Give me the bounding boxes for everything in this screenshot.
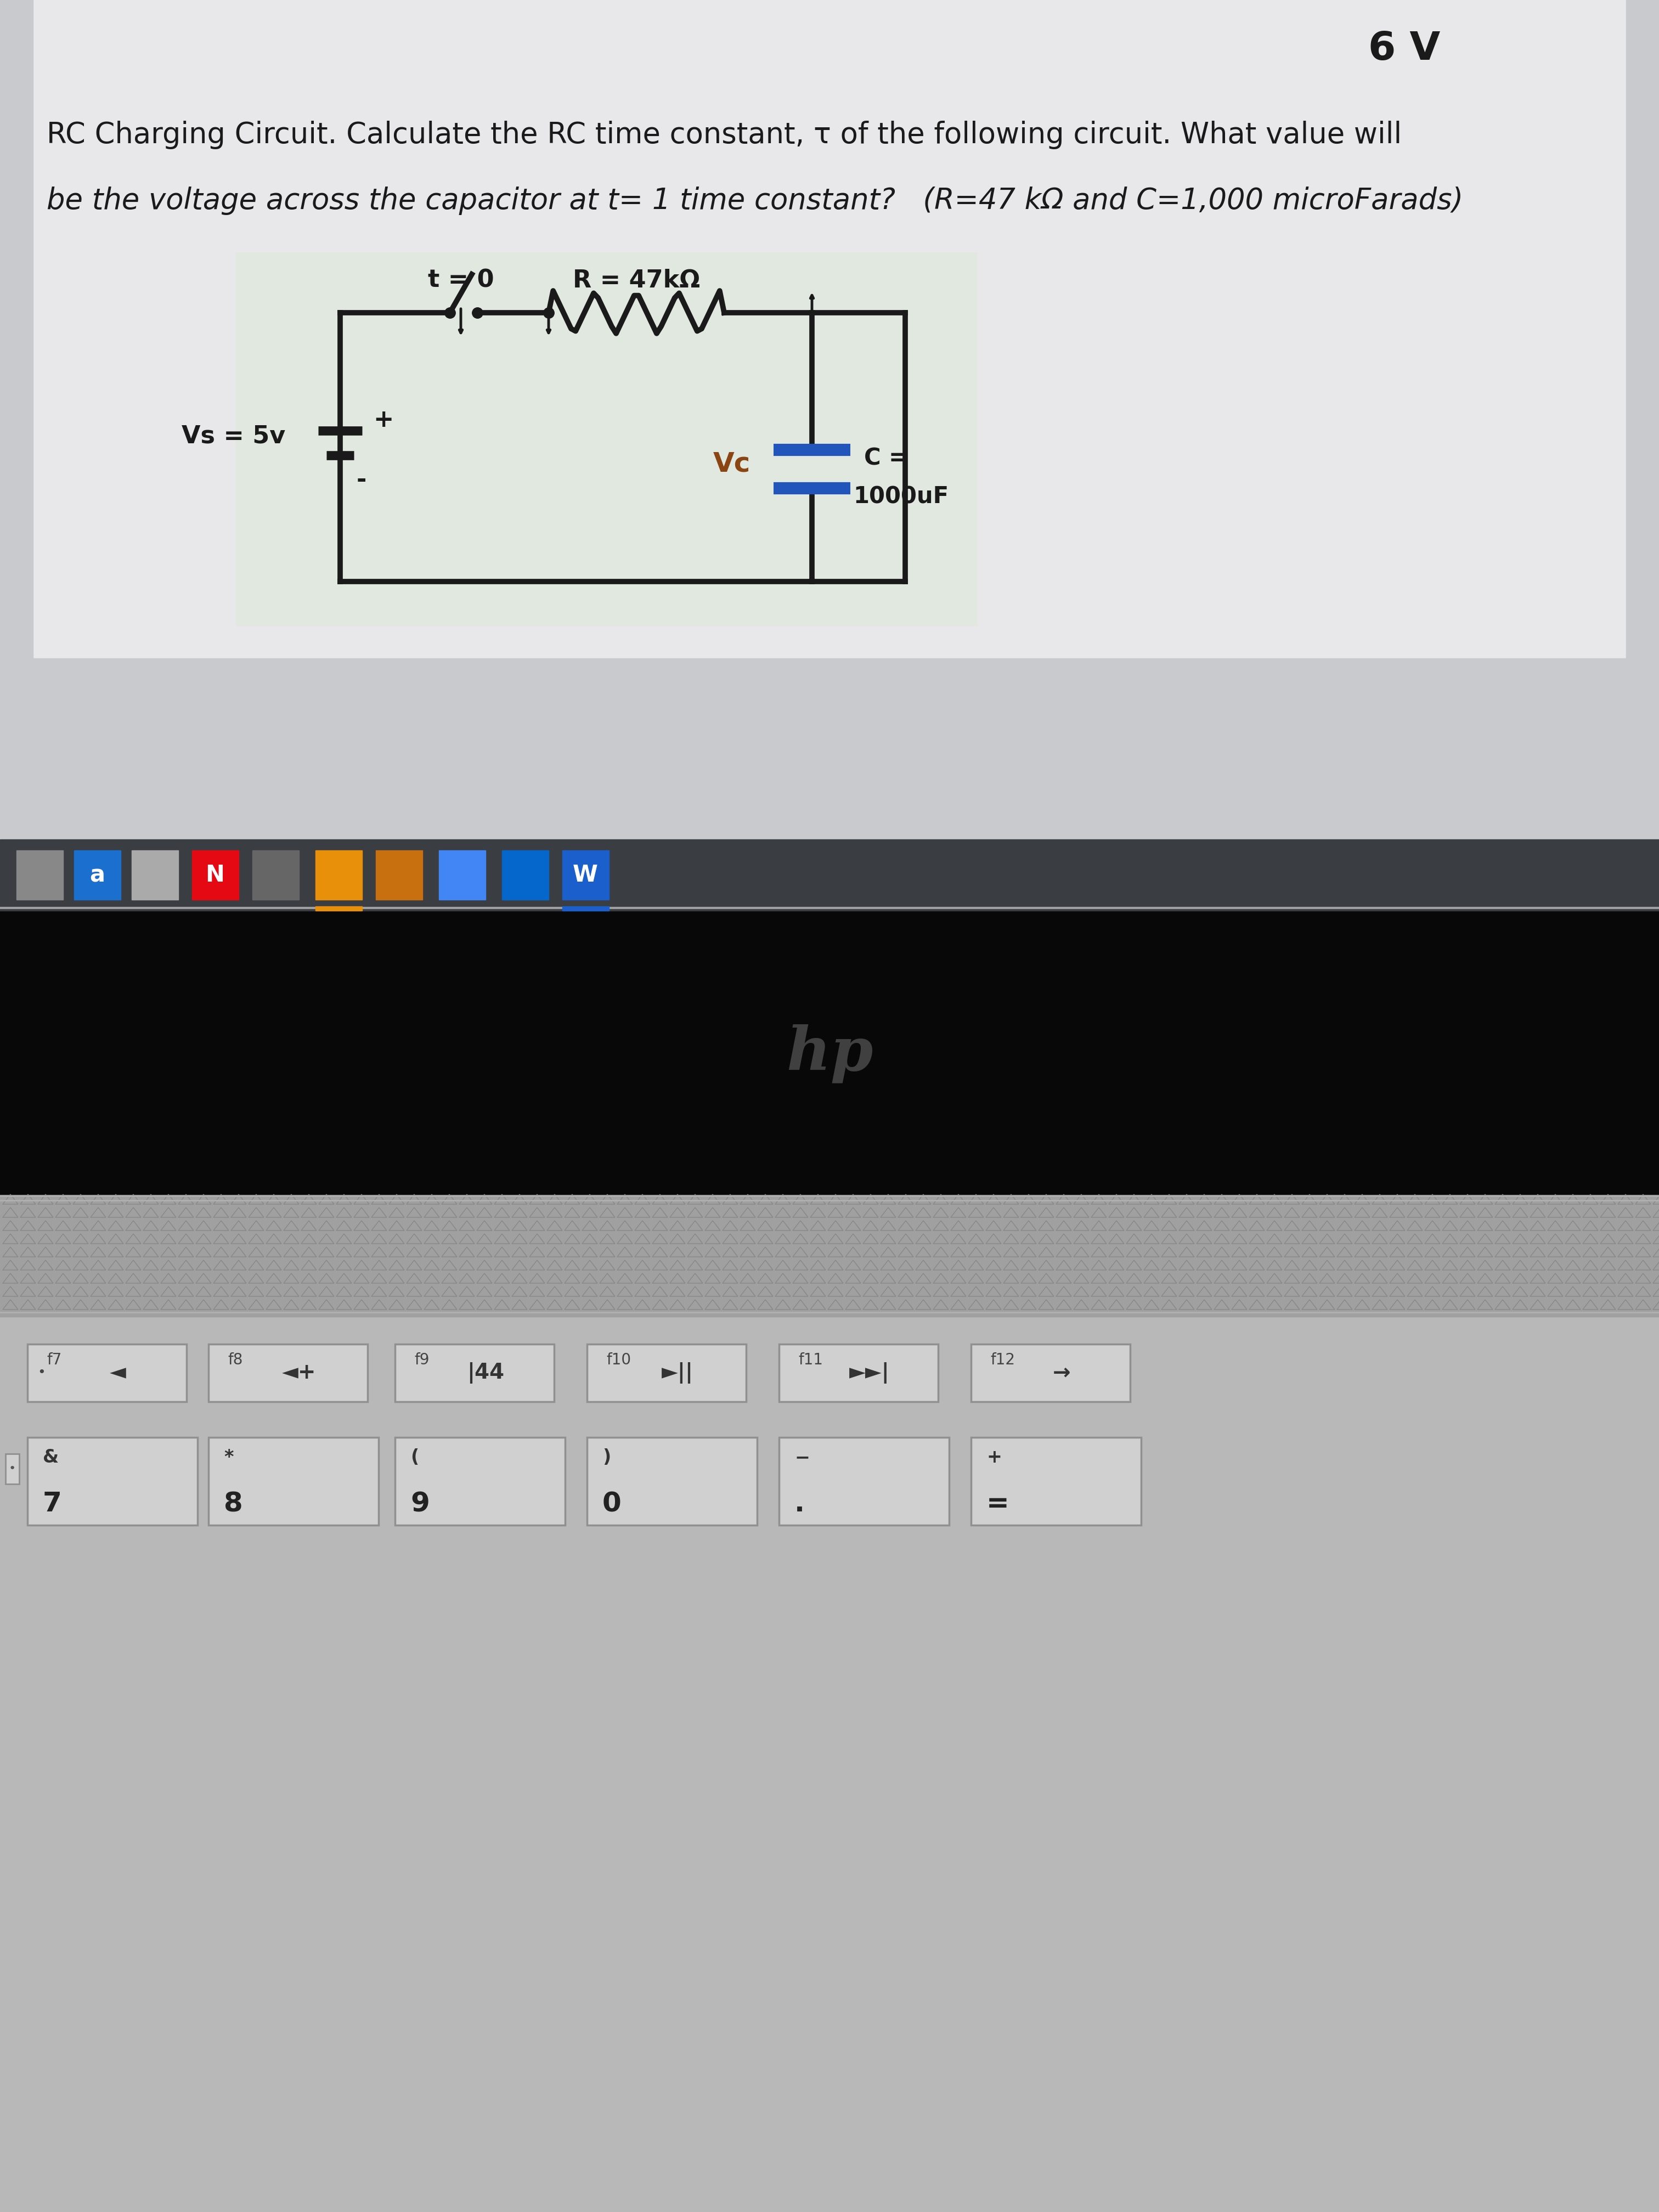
Text: hp: hp [786,1024,873,1084]
Text: ): ) [602,1449,611,1467]
Bar [131,849,178,900]
Text: •: • [8,1462,15,1473]
Text: ►►|: ►►| [849,1363,889,1383]
Bar [28,1438,197,1524]
Bar [209,1438,378,1524]
Bar [562,849,609,900]
Text: 7: 7 [43,1491,61,1517]
Bar [562,907,609,911]
Text: C =: C = [864,447,907,469]
Text: Vs = 5v: Vs = 5v [181,425,285,449]
Text: f10: f10 [606,1352,630,1367]
Bar [315,907,362,911]
Bar [252,849,299,900]
Text: 0: 0 [602,1491,622,1517]
Bar [971,1438,1141,1524]
Bar [0,659,1659,838]
Text: t = 0: t = 0 [428,270,494,292]
Text: RC Charging Circuit. Calculate the RC time constant, τ of the following circuit.: RC Charging Circuit. Calculate the RC ti… [46,122,1402,148]
Text: W: W [572,863,597,887]
Bar [17,849,63,900]
Bar [395,1438,566,1524]
Text: N: N [206,863,224,887]
Bar [1626,0,1659,838]
Bar [0,0,1659,838]
Text: f8: f8 [227,1352,242,1367]
Text: •: • [36,1367,45,1380]
Text: ◄: ◄ [109,1363,126,1383]
Text: R = 47kΩ: R = 47kΩ [572,270,700,292]
Text: →: → [1052,1363,1070,1383]
Text: 9: 9 [410,1491,430,1517]
Text: 8: 8 [224,1491,242,1517]
Bar [5,1453,20,1484]
Bar [780,1438,949,1524]
Text: .: . [795,1491,805,1517]
Text: -: - [357,469,367,491]
Text: f7: f7 [46,1352,61,1367]
Bar [0,911,1659,1197]
Text: *: * [224,1449,234,1467]
Bar [0,0,33,838]
Bar [377,849,423,900]
Bar [503,849,549,900]
Text: f11: f11 [798,1352,823,1367]
Text: f12: f12 [990,1352,1015,1367]
Bar [971,1345,1130,1402]
Text: &: & [43,1449,58,1467]
Text: ◄+: ◄+ [282,1363,317,1383]
Bar [0,1316,1659,2212]
Text: a: a [90,863,105,887]
Bar [236,252,977,626]
Text: be the voltage across the capacitor at t= 1 time constant?   (R=47 kΩ and C=1,00: be the voltage across the capacitor at t… [46,186,1463,215]
Bar [440,849,486,900]
Text: (: ( [410,1449,418,1467]
Bar [28,1345,186,1402]
Text: ►||: ►|| [662,1363,693,1383]
Bar [315,849,362,900]
Text: +: + [373,407,393,431]
Text: |44: |44 [466,1363,504,1383]
Text: Vc: Vc [713,451,752,478]
Text: +: + [987,1449,1002,1467]
Bar [192,849,239,900]
Bar [587,1438,757,1524]
Bar [209,1345,368,1402]
Text: f9: f9 [415,1352,430,1367]
Text: 1000uF: 1000uF [853,484,949,509]
Text: =: = [987,1491,1009,1517]
Bar [0,838,1659,911]
Text: 6 V: 6 V [1369,31,1440,69]
Bar [0,1197,1659,1316]
Bar [780,1345,937,1402]
Bar [395,1345,554,1402]
Bar [587,1345,747,1402]
Bar [75,849,121,900]
Text: −: − [795,1449,810,1467]
